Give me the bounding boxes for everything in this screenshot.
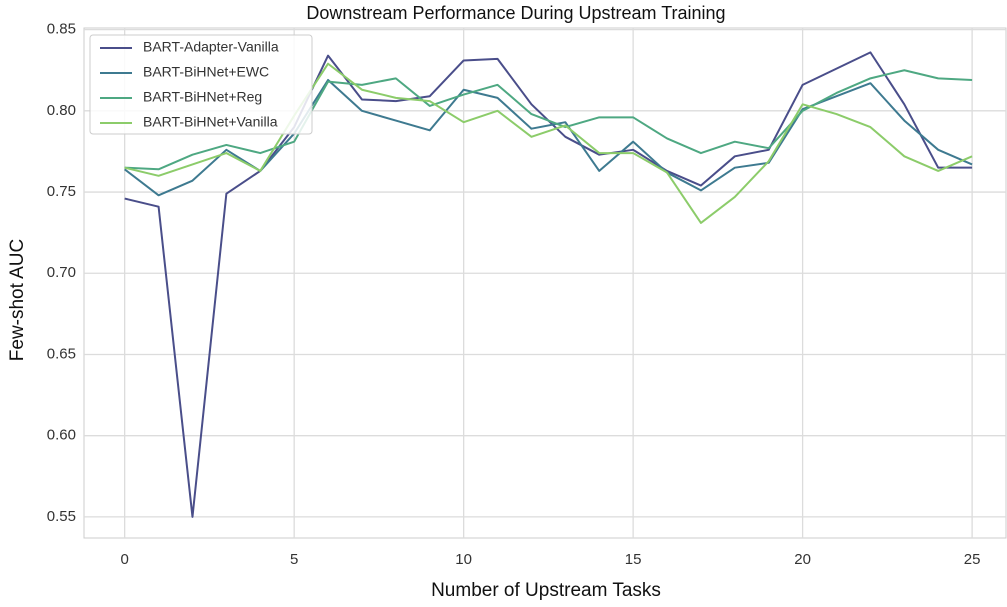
y-tick-label: 0.60 [47, 427, 76, 444]
line-series [124, 78, 973, 197]
x-axis-label: Number of Upstream Tasks [431, 580, 661, 601]
line-series [124, 62, 973, 224]
x-tick-label: 20 [794, 551, 811, 568]
x-tick-label: 10 [455, 551, 472, 568]
y-tick-label: 0.70 [47, 264, 76, 281]
y-tick-label: 0.80 [47, 102, 76, 119]
legend-box [89, 34, 313, 135]
y-tick-label: 0.55 [47, 508, 76, 525]
legend-label: BART-BiHNet+Reg [143, 89, 262, 105]
legend-label: BART-BiHNet+Vanilla [143, 114, 278, 130]
x-tick-label: 0 [121, 551, 129, 568]
y-tick-label: 0.85 [47, 21, 76, 38]
legend-label: BART-Adapter-Vanilla [143, 39, 279, 55]
chart-title: Downstream Performance During Upstream T… [306, 3, 725, 23]
x-tick-label: 25 [964, 551, 981, 568]
y-tick-label: 0.65 [47, 345, 76, 362]
x-tick-label: 5 [290, 551, 298, 568]
legend-label: BART-BiHNet+EWC [143, 64, 269, 80]
line-series [124, 69, 973, 171]
y-axis-label: Few-shot AUC [7, 239, 28, 361]
y-tick-label: 0.75 [47, 183, 76, 200]
x-tick-label: 15 [625, 551, 642, 568]
